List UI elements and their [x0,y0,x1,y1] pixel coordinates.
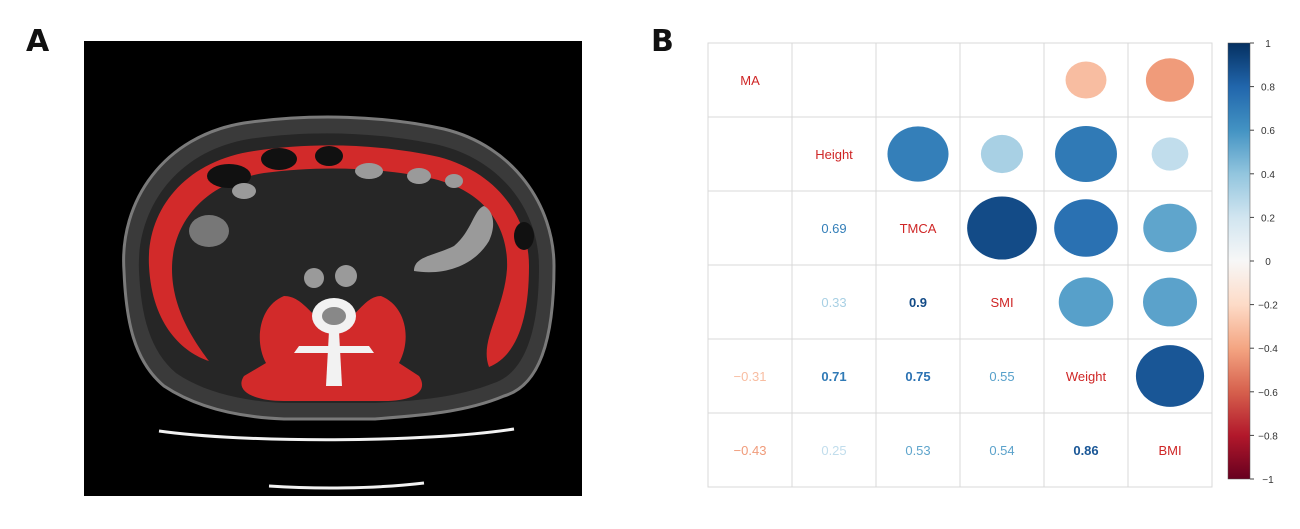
corr-value-bmi-height: 0.25 [821,443,846,458]
colorbar-tick-label: −0.6 [1258,388,1278,399]
colorbar-tick-label: −0.2 [1258,301,1278,312]
colorbar-tick-label: 0.2 [1261,213,1275,224]
corr-circle-ma-weight [1065,61,1107,99]
diagonal-label-smi: SMI [990,295,1013,310]
corr-circle-height-bmi [1151,137,1189,171]
corr-circle-tmca-bmi [1143,203,1197,253]
correlation-matrix-chart: MA Height TMCA SMI Weight BMI 0.69 0.33 0.9 −0.31… [707,39,1278,488]
corr-value-bmi-tmca: 0.53 [905,443,930,458]
corr-value-weight-smi: 0.55 [989,369,1014,384]
corr-value-weight-ma: −0.31 [734,369,767,384]
colorbar-tick-label: 0.6 [1261,126,1275,137]
corr-circle-ma-bmi [1145,58,1195,102]
panel-b-label: B [651,24,674,59]
corr-circle-smi-weight [1058,277,1114,327]
ct-table-line [158,427,515,442]
corr-circle-weight-bmi [1135,345,1205,407]
colorbar-tick-label: 0.4 [1261,170,1275,181]
corr-circle-tmca-smi [967,196,1037,260]
corr-circle-tmca-weight [1054,199,1118,257]
corr-value-smi-tmca: 0.9 [909,295,927,310]
corr-value-smi-height: 0.33 [821,295,846,310]
ct-scan-image [84,41,582,496]
corr-circle-height-weight [1055,125,1117,183]
diagonal-label-ma: MA [740,73,760,88]
colorbar-tick-label: −1 [1262,475,1274,486]
colorbar-tick-label: 0 [1265,257,1271,268]
diagonal-label-bmi: BMI [1158,443,1181,458]
panel-a-label: A [26,24,50,59]
ct-bowel [189,146,534,288]
corr-circle-smi-bmi [1142,277,1198,327]
diagonal-label-weight: Weight [1066,369,1107,384]
colorbar-tick-label: 0.8 [1261,83,1275,94]
corr-circle-height-smi [980,134,1024,174]
ct-abdominal-wall-muscle [148,145,529,367]
corr-value-bmi-ma: −0.43 [734,443,767,458]
corr-value-tmca-height: 0.69 [821,221,846,236]
colorbar-tick-label: −0.4 [1258,344,1278,355]
diagonal-label-tmca: TMCA [900,221,937,236]
colorbar [1227,42,1251,480]
corr-value-bmi-weight: 0.86 [1073,443,1098,458]
corr-value-weight-tmca: 0.75 [905,369,930,384]
colorbar-tick-label: 1 [1265,39,1271,50]
corr-circle-height-tmca [887,126,949,182]
corr-value-weight-height: 0.71 [821,369,846,384]
diagonal-label-height: Height [815,147,853,162]
colorbar-tick-label: −0.8 [1258,431,1278,442]
corr-value-bmi-smi: 0.54 [989,443,1014,458]
